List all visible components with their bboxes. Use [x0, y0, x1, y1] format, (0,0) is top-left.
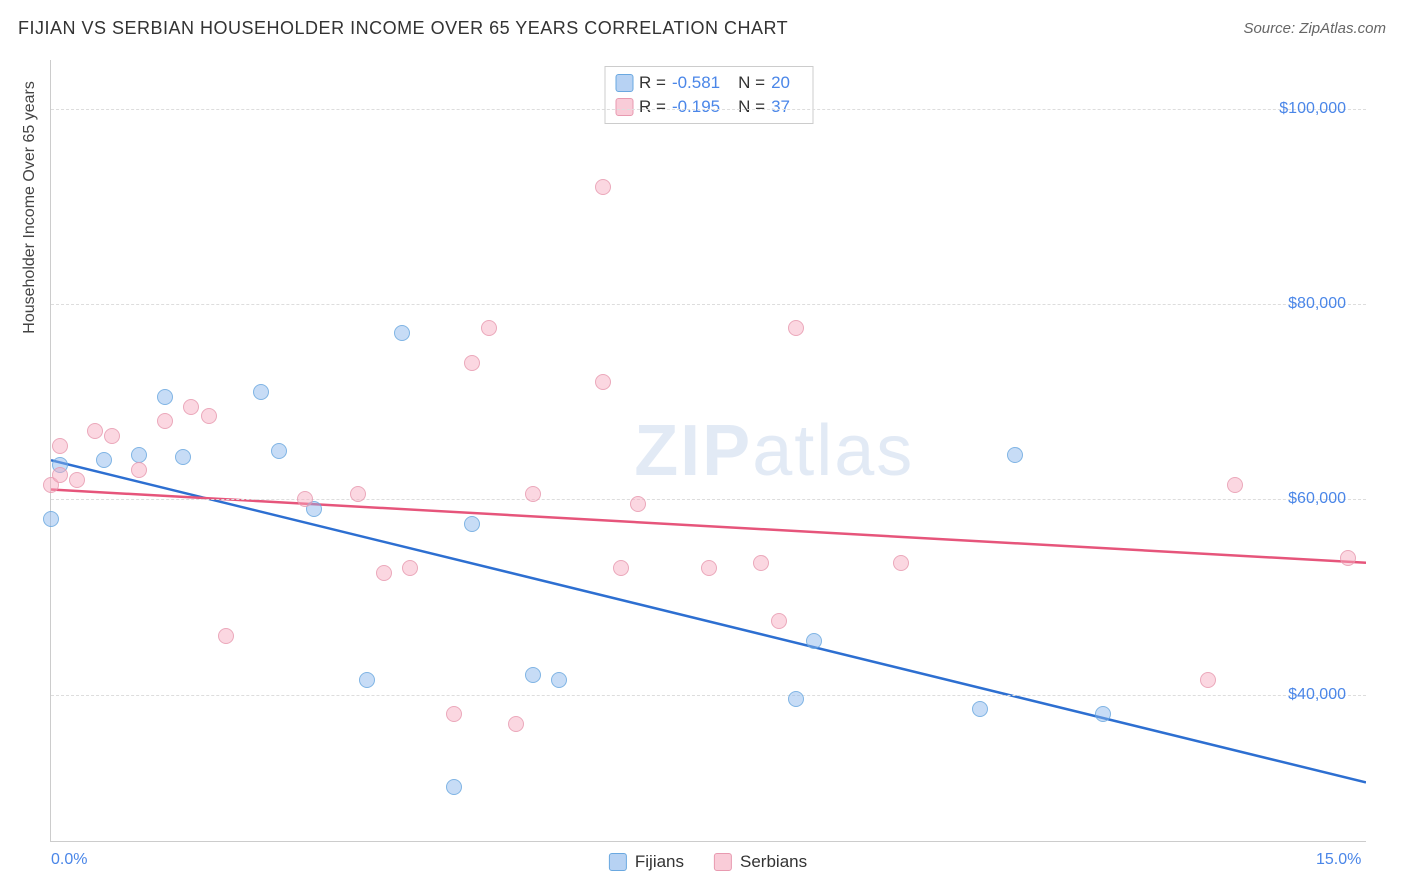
data-point — [806, 633, 822, 649]
stat-r-label: R = — [639, 73, 666, 93]
data-point — [376, 565, 392, 581]
data-point — [87, 423, 103, 439]
swatch-icon — [714, 853, 732, 871]
stat-r-label: R = — [639, 97, 666, 117]
data-point — [525, 486, 541, 502]
gridline — [51, 109, 1366, 110]
data-point — [253, 384, 269, 400]
data-point — [464, 355, 480, 371]
trend-line — [51, 460, 1366, 782]
ytick-label: $80,000 — [1288, 295, 1346, 313]
data-point — [595, 179, 611, 195]
legend-label: Serbians — [740, 852, 807, 872]
data-point — [96, 452, 112, 468]
data-point — [446, 779, 462, 795]
stat-n-label: N = — [738, 97, 765, 117]
swatch-icon — [609, 853, 627, 871]
data-point — [175, 449, 191, 465]
data-point — [551, 672, 567, 688]
stat-n-value: 20 — [771, 73, 790, 93]
legend-label: Fijians — [635, 852, 684, 872]
data-point — [402, 560, 418, 576]
legend: Fijians Serbians — [609, 852, 807, 872]
data-point — [508, 716, 524, 732]
data-point — [218, 628, 234, 644]
data-point — [788, 320, 804, 336]
ytick-label: $40,000 — [1288, 686, 1346, 704]
watermark-light: atlas — [752, 411, 914, 491]
data-point — [1007, 447, 1023, 463]
stats-row: R = -0.195 N = 37 — [615, 95, 802, 119]
data-point — [201, 408, 217, 424]
data-point — [52, 438, 68, 454]
chart-title: FIJIAN VS SERBIAN HOUSEHOLDER INCOME OVE… — [18, 18, 788, 39]
data-point — [1227, 477, 1243, 493]
xtick-label: 15.0% — [1316, 851, 1361, 869]
data-point — [157, 413, 173, 429]
plot-area: ZIPatlas R = -0.581 N = 20 R = -0.195 N = 37 $4… — [50, 60, 1366, 842]
data-point — [1200, 672, 1216, 688]
stat-r-value: -0.581 — [672, 73, 720, 93]
data-point — [297, 491, 313, 507]
data-point — [131, 462, 147, 478]
gridline — [51, 695, 1366, 696]
y-axis-label: Householder Income Over 65 years — [21, 81, 39, 334]
data-point — [446, 706, 462, 722]
data-point — [359, 672, 375, 688]
data-point — [394, 325, 410, 341]
data-point — [131, 447, 147, 463]
data-point — [1095, 706, 1111, 722]
data-point — [271, 443, 287, 459]
data-point — [52, 467, 68, 483]
data-point — [771, 613, 787, 629]
stat-n-value: 37 — [771, 97, 790, 117]
legend-item: Fijians — [609, 852, 684, 872]
source-label: Source: ZipAtlas.com — [1243, 20, 1386, 37]
data-point — [43, 511, 59, 527]
data-point — [157, 389, 173, 405]
watermark: ZIPatlas — [634, 410, 914, 492]
legend-item: Serbians — [714, 852, 807, 872]
data-point — [972, 701, 988, 717]
watermark-bold: ZIP — [634, 411, 752, 491]
swatch-icon — [615, 98, 633, 116]
data-point — [630, 496, 646, 512]
stats-box: R = -0.581 N = 20 R = -0.195 N = 37 — [604, 66, 813, 124]
stat-n-label: N = — [738, 73, 765, 93]
data-point — [183, 399, 199, 415]
stat-r-value: -0.195 — [672, 97, 720, 117]
gridline — [51, 304, 1366, 305]
data-point — [104, 428, 120, 444]
ytick-label: $60,000 — [1288, 490, 1346, 508]
swatch-icon — [615, 74, 633, 92]
data-point — [1340, 550, 1356, 566]
trend-line — [51, 490, 1366, 563]
data-point — [788, 691, 804, 707]
data-point — [464, 516, 480, 532]
ytick-label: $100,000 — [1279, 100, 1346, 118]
stats-row: R = -0.581 N = 20 — [615, 71, 802, 95]
data-point — [595, 374, 611, 390]
data-point — [701, 560, 717, 576]
data-point — [893, 555, 909, 571]
chart-container: Householder Income Over 65 years ZIPatla… — [50, 60, 1366, 842]
data-point — [69, 472, 85, 488]
data-point — [525, 667, 541, 683]
data-point — [350, 486, 366, 502]
xtick-label: 0.0% — [51, 851, 87, 869]
gridline — [51, 499, 1366, 500]
data-point — [613, 560, 629, 576]
data-point — [753, 555, 769, 571]
trend-lines — [51, 60, 1366, 841]
data-point — [481, 320, 497, 336]
